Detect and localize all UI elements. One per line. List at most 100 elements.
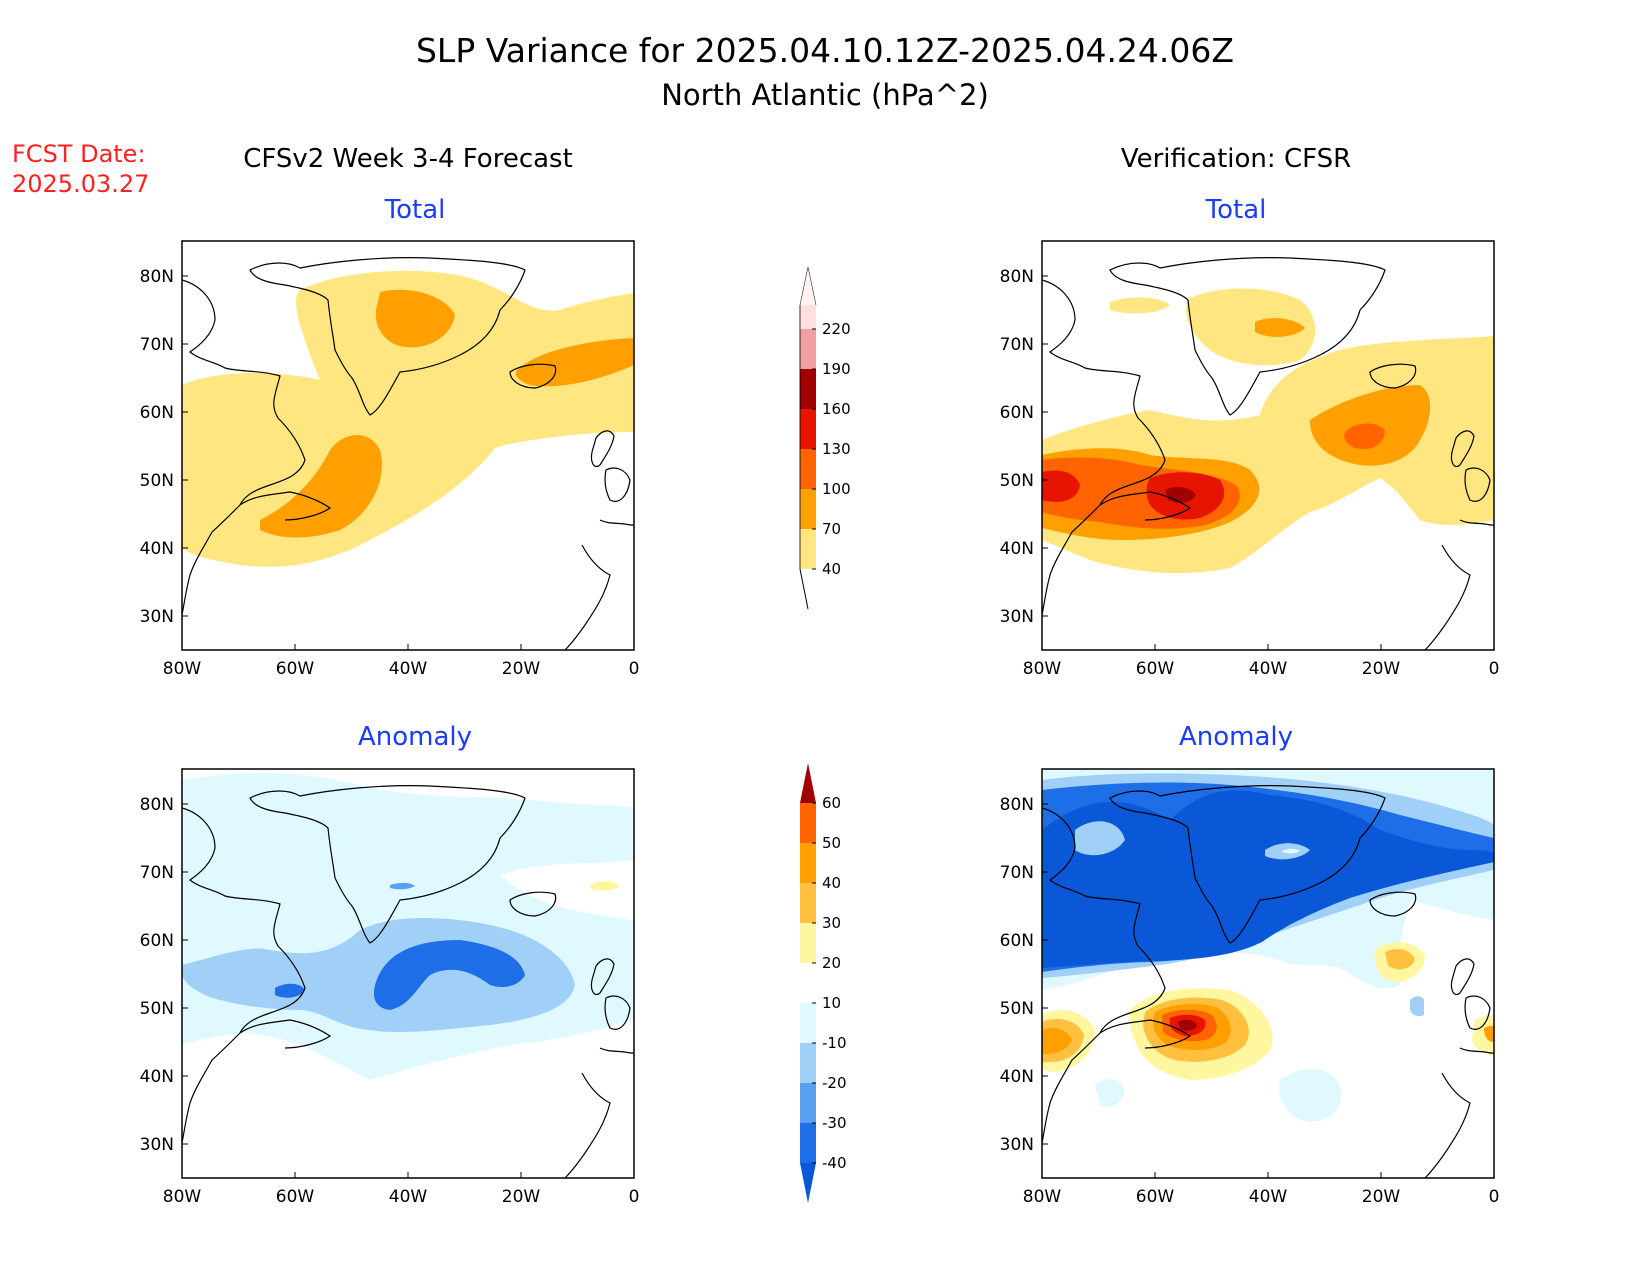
colorbar-label: 50: [822, 834, 841, 852]
shade-20-30-edge: [1484, 1025, 1494, 1042]
colorbar-label: 60: [822, 794, 841, 812]
colorbar-box: [800, 803, 816, 843]
colorbar-label: -40: [822, 1154, 847, 1172]
iberia-africa-coast: [1424, 1047, 1494, 1178]
lat-label: 80N: [1000, 267, 1034, 287]
shade-30-40-west: [1042, 1028, 1072, 1055]
colorbar-label: 100: [822, 480, 851, 498]
iceland-coast: [509, 363, 557, 389]
colorbar-box: [800, 1003, 816, 1043]
iberia-africa-coast: [564, 1047, 634, 1178]
iceland-coast: [1369, 891, 1417, 917]
colorbar-box: [800, 1083, 816, 1123]
colorbar-lower-arrow: [800, 1163, 816, 1203]
lat-label: 80N: [140, 267, 174, 287]
canada-coast: [182, 807, 306, 1144]
colorbar-box: [800, 963, 816, 1003]
lat-label: 80N: [140, 795, 174, 815]
panel-title-forecast-anomaly: Anomaly: [358, 722, 472, 752]
contour-fill-forecast-anomaly: [182, 773, 634, 1080]
colorbar-box: [800, 305, 816, 329]
shade-70-100-c: [260, 435, 382, 538]
lat-label: 30N: [1000, 607, 1034, 627]
colorbar-box: [800, 923, 816, 963]
colorbar-box: [800, 329, 816, 369]
lat-label: 80N: [1000, 795, 1034, 815]
lon-label: 20W: [502, 1187, 541, 1207]
lat-label: 30N: [1000, 1135, 1034, 1155]
axes-layer: 80N 70N 60N 50N 40N 30N 80W 60W 40W 20W 0 80N 70N 60N…: [140, 267, 1500, 1207]
main-subtitle: North Atlantic (hPa^2): [661, 78, 989, 112]
shade-neg20-neg10-south: [1095, 1069, 1342, 1122]
lon-label: 40W: [389, 1187, 428, 1207]
map-verification-anomaly: [1041, 768, 1495, 1179]
lat-label: 60N: [1000, 931, 1034, 951]
colorbar-box: [800, 409, 816, 449]
colorbar-upper-arrow: [800, 763, 816, 803]
lat-label: 40N: [140, 539, 174, 559]
coastlines-forecast-anomaly: [182, 785, 634, 1178]
main-title: SLP Variance for 2025.04.10.12Z-2025.04.…: [416, 31, 1234, 70]
colorbar-box: [800, 843, 816, 883]
colorbar-label: 130: [822, 440, 851, 458]
colorbar-label: -20: [822, 1074, 847, 1092]
shade-70-100-b: [515, 338, 634, 387]
colorbar-label: -30: [822, 1114, 847, 1132]
lat-label: 50N: [1000, 999, 1034, 1019]
colorbar-box: [800, 529, 816, 569]
lat-label: 50N: [1000, 471, 1034, 491]
iceland-coast: [509, 891, 557, 917]
shade-neg20-neg10-cut: [1282, 848, 1300, 854]
panel-title-forecast-total: Total: [384, 195, 446, 225]
lat-label: 60N: [140, 931, 174, 951]
map-forecast-anomaly: [181, 768, 635, 1179]
colorbar-box: [800, 1043, 816, 1083]
fcst-date-value: 2025.03.27: [12, 170, 149, 198]
canada-coast: [1042, 807, 1166, 1144]
lat-label: 70N: [140, 335, 174, 355]
british-isles-coast: [590, 958, 631, 1030]
lat-label: 70N: [140, 863, 174, 883]
gulf-st-lawrence-coast: [1099, 491, 1192, 521]
lon-label: 60W: [276, 659, 315, 679]
lon-label: 0: [629, 659, 640, 679]
coastlines-verification-total: [1042, 257, 1494, 650]
gulf-st-lawrence-coast: [239, 1019, 332, 1049]
lon-label: 40W: [389, 659, 428, 679]
greenland-coast: [1109, 257, 1386, 416]
gulf-st-lawrence-coast: [239, 491, 332, 521]
lon-label: 20W: [1362, 659, 1401, 679]
greenland-coast: [249, 785, 526, 944]
colorbar-label: 40: [822, 874, 841, 892]
shade-neg40-neg30-c: [390, 882, 415, 890]
greenland-coast: [1109, 785, 1386, 944]
colorbar-box: [800, 449, 816, 489]
iceland-coast: [1369, 363, 1417, 389]
shade-neg30-neg20-east: [1410, 996, 1424, 1017]
map-forecast-total: [181, 240, 635, 651]
canada-coast: [1042, 279, 1166, 616]
colorbar-label: 30: [822, 914, 841, 932]
shade-10-20-edge: [1472, 1015, 1494, 1055]
shade-100-130-east: [1344, 423, 1385, 450]
lon-label: 0: [629, 1187, 640, 1207]
map-verification-total: [1041, 240, 1495, 651]
lat-label: 50N: [140, 999, 174, 1019]
lat-label: 60N: [140, 403, 174, 423]
lat-label: 50N: [140, 471, 174, 491]
shade-20-30-east: [1385, 949, 1415, 970]
colorbar-box: [800, 883, 816, 923]
panel-title-verification-anomaly: Anomaly: [1179, 722, 1293, 752]
colorbar-label: 40: [822, 560, 841, 578]
lon-label: 60W: [1136, 659, 1175, 679]
shade-70-100-a: [375, 289, 455, 348]
contour-fill-verification-anomaly: [1042, 769, 1494, 1122]
canada-coast: [182, 279, 306, 616]
lat-label: 30N: [140, 1135, 174, 1155]
colorbar-total: 40 70 100 130 160 190 220: [799, 266, 851, 610]
colorbar-label: -10: [822, 1034, 847, 1052]
lat-label: 40N: [140, 1067, 174, 1087]
shade-40-70-small: [1110, 297, 1170, 314]
lon-label: 20W: [1362, 1187, 1401, 1207]
